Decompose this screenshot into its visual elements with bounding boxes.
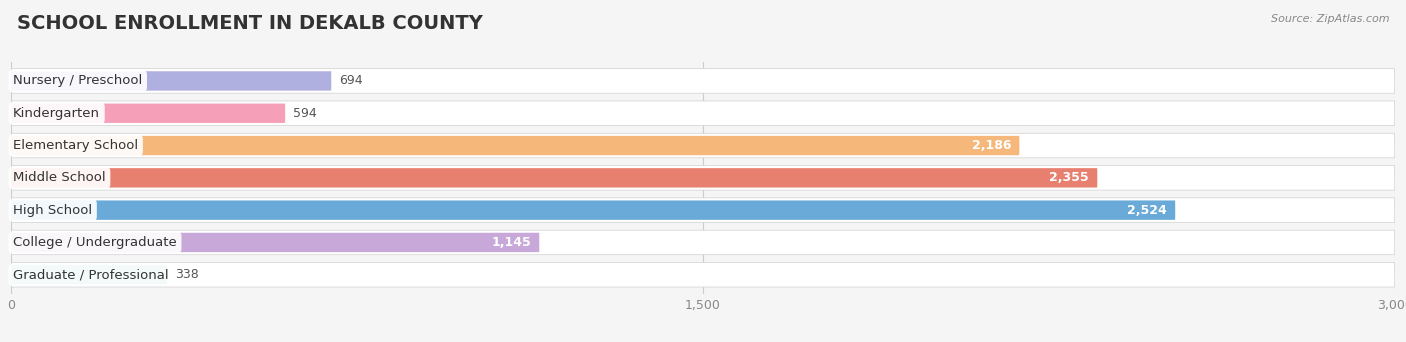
FancyBboxPatch shape (11, 133, 1395, 158)
FancyBboxPatch shape (11, 233, 540, 252)
Text: Middle School: Middle School (13, 171, 105, 184)
FancyBboxPatch shape (11, 168, 1097, 187)
Text: Source: ZipAtlas.com: Source: ZipAtlas.com (1271, 14, 1389, 24)
FancyBboxPatch shape (11, 136, 1019, 155)
FancyBboxPatch shape (11, 166, 1395, 190)
Text: 338: 338 (176, 268, 200, 281)
FancyBboxPatch shape (11, 104, 285, 123)
FancyBboxPatch shape (11, 101, 1395, 126)
FancyBboxPatch shape (11, 265, 167, 285)
Text: College / Undergraduate: College / Undergraduate (13, 236, 177, 249)
Text: Nursery / Preschool: Nursery / Preschool (13, 75, 142, 88)
Text: 2,524: 2,524 (1128, 203, 1167, 216)
Text: 1,145: 1,145 (491, 236, 531, 249)
Text: Elementary School: Elementary School (13, 139, 138, 152)
FancyBboxPatch shape (11, 262, 1395, 287)
Text: 2,186: 2,186 (972, 139, 1011, 152)
FancyBboxPatch shape (11, 71, 332, 91)
Text: High School: High School (13, 203, 93, 216)
Text: Graduate / Professional: Graduate / Professional (13, 268, 169, 281)
FancyBboxPatch shape (11, 198, 1395, 222)
Text: Kindergarten: Kindergarten (13, 107, 100, 120)
Text: SCHOOL ENROLLMENT IN DEKALB COUNTY: SCHOOL ENROLLMENT IN DEKALB COUNTY (17, 14, 482, 33)
FancyBboxPatch shape (11, 200, 1175, 220)
Text: 694: 694 (340, 75, 363, 88)
Text: 2,355: 2,355 (1049, 171, 1090, 184)
Text: 594: 594 (294, 107, 318, 120)
FancyBboxPatch shape (11, 230, 1395, 255)
FancyBboxPatch shape (11, 69, 1395, 93)
